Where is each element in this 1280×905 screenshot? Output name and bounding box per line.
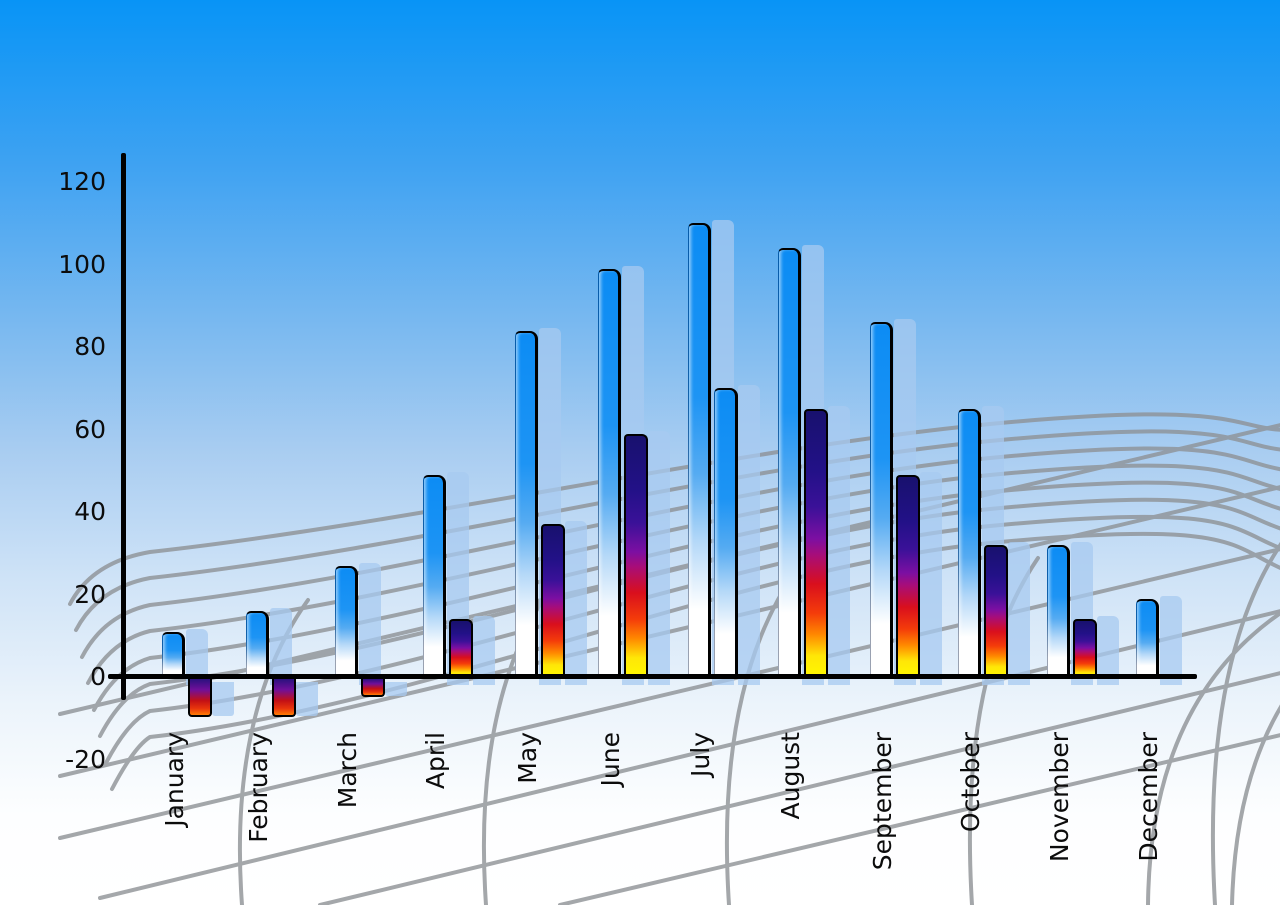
bar-august-primary (778, 248, 801, 677)
month-label-january: January (160, 732, 190, 902)
bar-march-primary (335, 565, 358, 677)
bar-september-secondary (896, 474, 920, 677)
bar-november-primary (1047, 545, 1070, 677)
y-tick-label-20: 20 (74, 579, 106, 609)
bar-march-secondary (361, 679, 385, 697)
month-label-october: October (956, 732, 986, 902)
bar-shadow-september-secondary (920, 471, 942, 685)
month-label-text: January (160, 732, 189, 827)
x-axis-line (108, 674, 1197, 679)
bar-shadow-june-secondary (648, 430, 670, 685)
y-tick-label-40: 40 (74, 497, 106, 526)
bar-october-primary (958, 408, 981, 677)
bar-shadow-april-secondary (473, 616, 495, 685)
bar-january-secondary (188, 679, 212, 718)
month-label-text: December (1134, 732, 1163, 862)
bar-december-primary (1136, 598, 1159, 677)
bar-may-secondary (541, 524, 565, 677)
bar-april-secondary (449, 619, 473, 677)
month-label-text: November (1045, 732, 1074, 863)
bar-shadow-february-secondary (296, 682, 318, 717)
month-label-november: November (1045, 732, 1075, 902)
bar-shadow-march-primary (359, 562, 381, 685)
month-label-text: February (244, 732, 273, 843)
bar-shadow-october-secondary (1008, 542, 1030, 685)
month-label-text: August (776, 732, 805, 820)
y-tick-label-0: 0 (90, 662, 106, 691)
bar-shadow-march-secondary (385, 682, 407, 696)
bar-shadow-august-secondary (828, 405, 850, 685)
month-label-text: March (333, 732, 362, 809)
y-tick-label--20: -20 (65, 744, 106, 774)
y-axis-line (121, 153, 126, 700)
y-tick-label-100: 100 (58, 249, 106, 279)
y-tick-label-60: 60 (74, 414, 106, 444)
bar-shadow-december-primary (1160, 595, 1182, 685)
month-label-july: July (686, 732, 716, 902)
bar-april-primary (423, 474, 446, 677)
bar-february-secondary (272, 679, 296, 718)
month-label-text: October (956, 732, 985, 833)
bar-july-secondary (714, 388, 738, 677)
bar-january-primary (162, 631, 185, 677)
bar-june-secondary (624, 433, 648, 677)
month-label-text: June (596, 732, 625, 787)
month-label-april: April (421, 732, 451, 902)
bar-shadow-january-primary (186, 628, 208, 685)
month-label-may: May (513, 732, 543, 902)
y-tick-label-120: 120 (58, 167, 106, 196)
bar-may-primary (515, 330, 538, 677)
bar-february-primary (246, 611, 269, 677)
bar-june-primary (598, 268, 621, 677)
month-label-september: September (868, 732, 898, 902)
month-label-june: June (596, 732, 626, 902)
bar-shadow-february-primary (270, 608, 292, 685)
month-label-december: December (1134, 732, 1164, 902)
bar-november-secondary (1073, 619, 1097, 677)
bar-september-primary (870, 322, 893, 677)
month-label-text: May (513, 732, 542, 784)
bar-shadow-january-secondary (212, 682, 234, 717)
month-label-text: April (421, 732, 450, 790)
month-label-march: March (333, 732, 363, 902)
month-label-text: September (868, 732, 897, 871)
month-label-text: July (686, 732, 715, 777)
y-tick-label-80: 80 (74, 332, 106, 361)
bar-october-secondary (984, 545, 1008, 677)
bar-shadow-july-secondary (738, 385, 760, 685)
month-label-february: February (244, 732, 274, 902)
month-label-august: August (776, 732, 806, 902)
bar-august-secondary (804, 408, 828, 677)
bar-shadow-may-secondary (565, 521, 587, 685)
bar-shadow-november-secondary (1097, 616, 1119, 685)
bar-july-primary (688, 223, 711, 677)
